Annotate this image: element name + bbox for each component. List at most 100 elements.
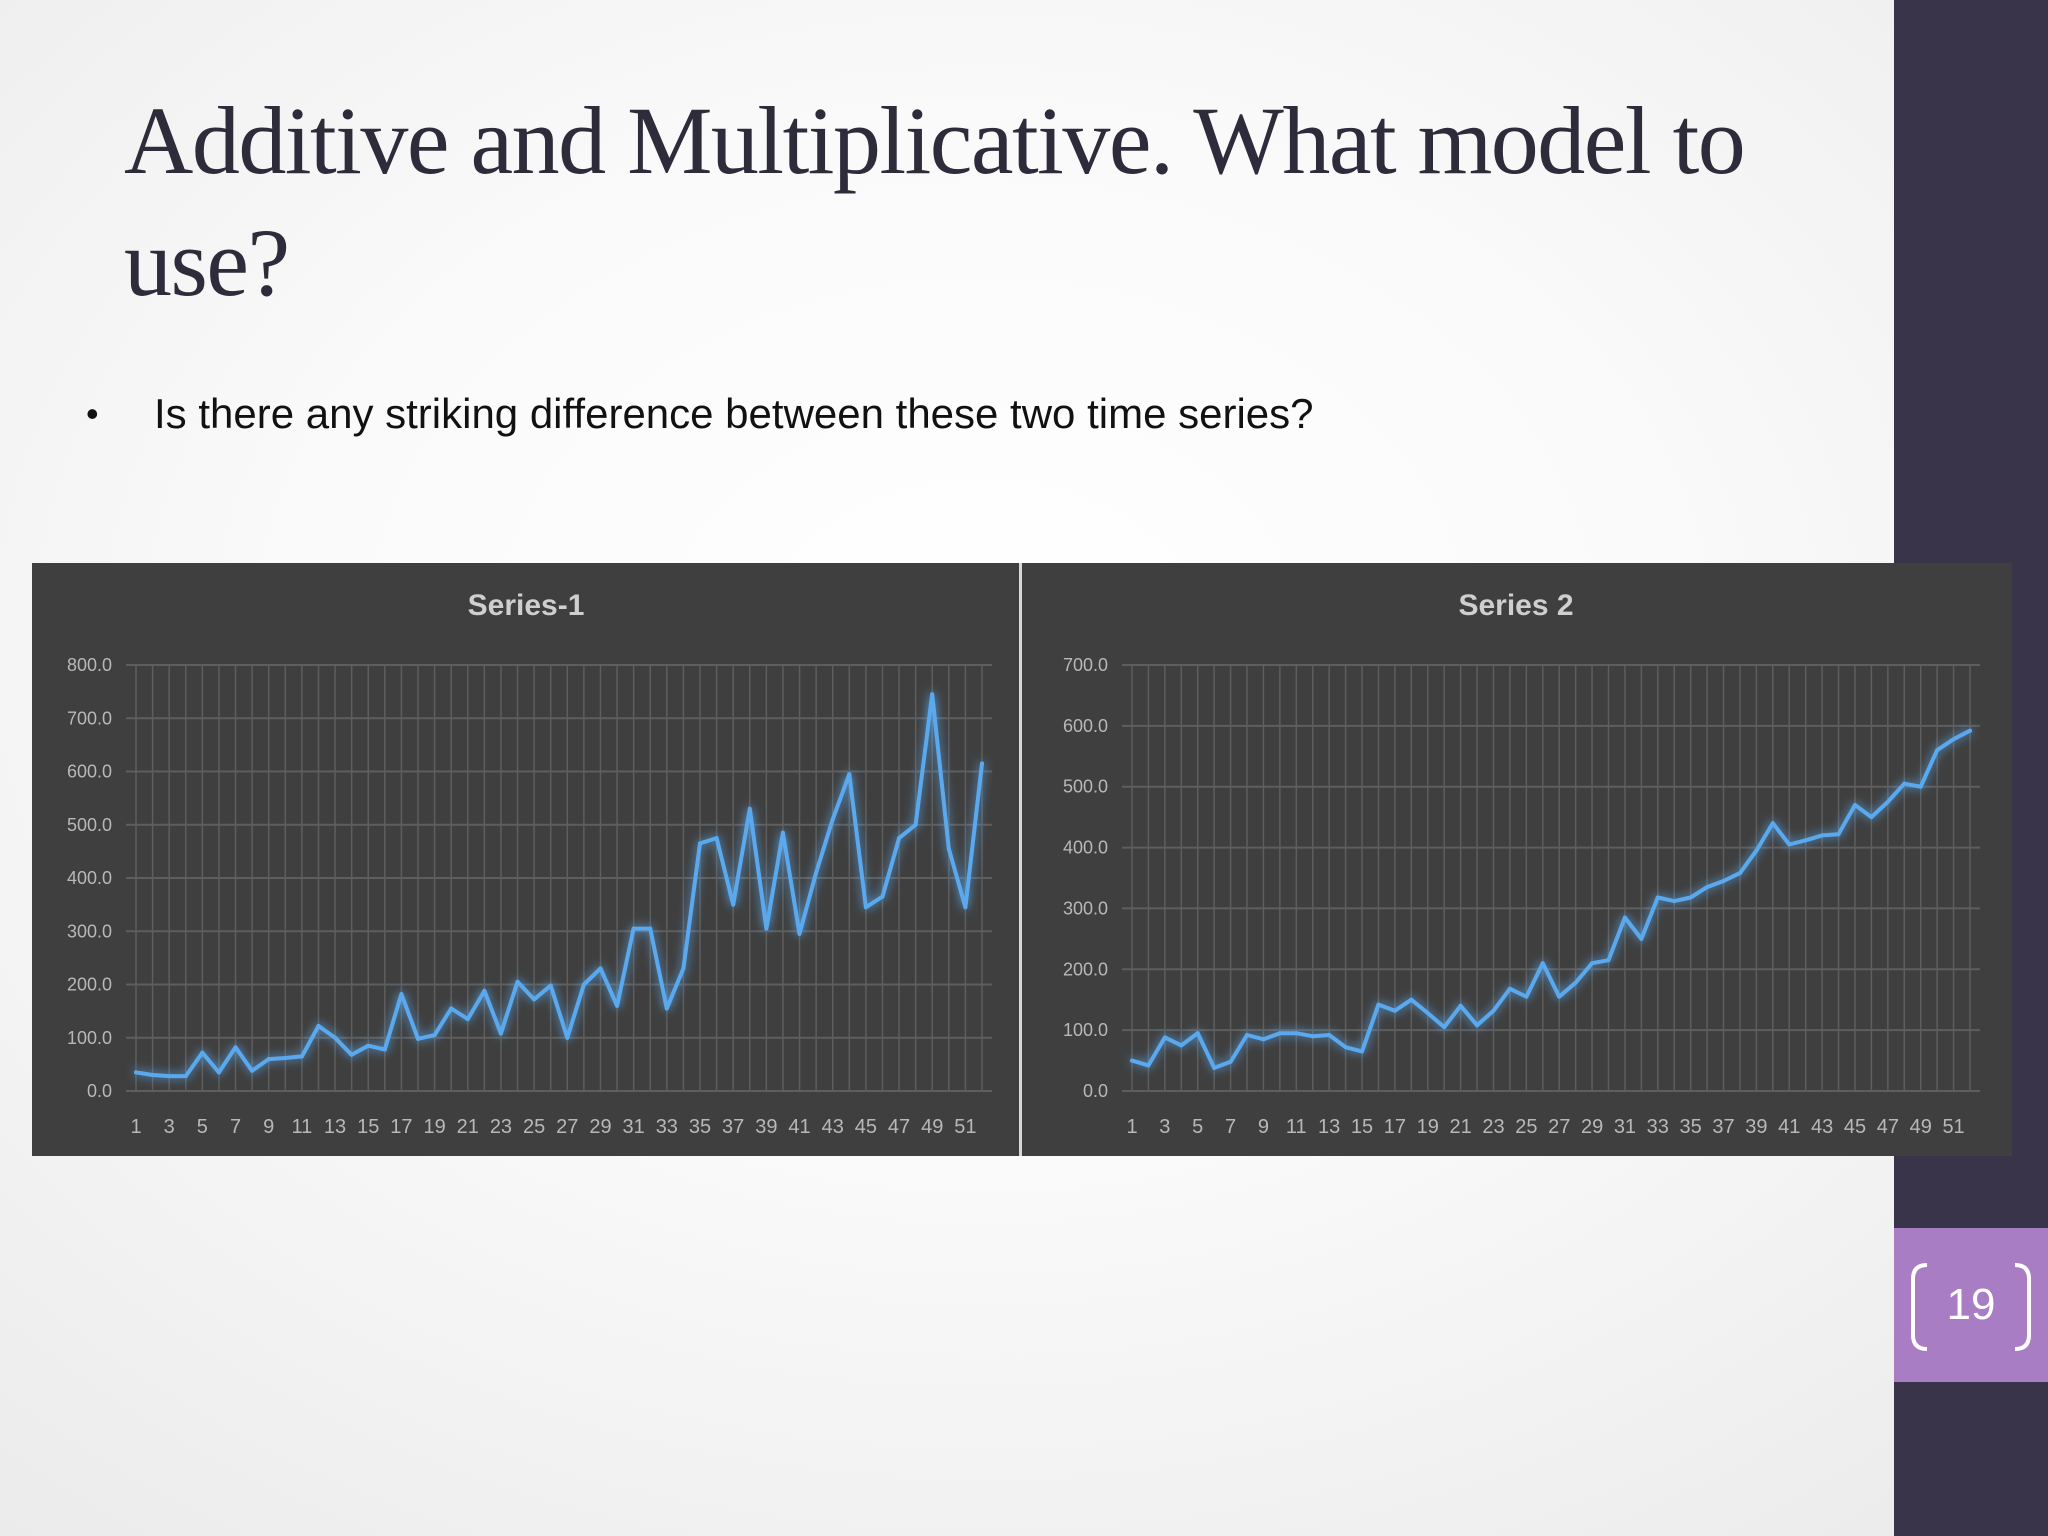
- x-tick-label: 5: [197, 1116, 208, 1138]
- data-point: [648, 926, 653, 931]
- y-tick-label: 200.0: [1063, 959, 1108, 979]
- x-tick-label: 19: [1417, 1116, 1439, 1138]
- y-tick-label: 300.0: [1063, 898, 1108, 918]
- data-point: [1557, 994, 1562, 999]
- data-point: [1130, 1058, 1134, 1063]
- series-line: [1130, 728, 1972, 1070]
- data-point: [1212, 1065, 1217, 1070]
- x-tick-label: 51: [1942, 1116, 1964, 1138]
- data-point: [1475, 1023, 1480, 1028]
- data-point: [1310, 1034, 1315, 1039]
- data-point: [1146, 1063, 1151, 1068]
- data-point: [847, 772, 852, 777]
- data-point: [1540, 961, 1545, 966]
- data-point: [1968, 728, 1972, 733]
- data-point: [1491, 1008, 1496, 1013]
- x-tick-label: 25: [523, 1116, 545, 1138]
- data-point: [731, 902, 736, 907]
- x-tick-label: 25: [1515, 1116, 1537, 1138]
- data-point: [250, 1068, 255, 1073]
- x-tick-label: 49: [921, 1116, 943, 1138]
- data-point: [515, 979, 520, 984]
- data-point: [399, 992, 404, 997]
- data-point: [1951, 737, 1956, 742]
- data-point: [1622, 915, 1627, 920]
- x-tick-label: 35: [689, 1116, 711, 1138]
- y-tick-label: 0.0: [87, 1081, 112, 1101]
- data-point: [1672, 899, 1677, 904]
- y-tick-label: 300.0: [67, 921, 112, 941]
- data-point: [1737, 871, 1742, 876]
- x-tick-label: 23: [490, 1116, 512, 1138]
- x-tick-label: 33: [1647, 1116, 1669, 1138]
- data-point: [233, 1045, 238, 1050]
- chart-series-2: Series 2 0.0 100.0 200.0 300.0 400.0 500.0 600.…: [1022, 563, 2012, 1156]
- x-tick-label: 21: [1450, 1116, 1472, 1138]
- data-point: [764, 926, 769, 931]
- data-point: [1409, 997, 1414, 1002]
- y-tick-label: 100.0: [67, 1028, 112, 1048]
- data-point: [1770, 821, 1775, 826]
- data-point: [1705, 885, 1710, 890]
- data-point: [1162, 1035, 1167, 1040]
- data-point: [681, 966, 686, 971]
- data-point: [1852, 802, 1857, 807]
- data-point: [216, 1070, 221, 1075]
- data-point: [631, 926, 636, 931]
- data-point: [1327, 1033, 1332, 1038]
- data-point: [698, 841, 702, 846]
- x-tick-label: 5: [1192, 1116, 1203, 1138]
- data-point: [299, 1054, 304, 1059]
- page-number-box: [1894, 1228, 2048, 1382]
- y-tick-label: 400.0: [67, 868, 112, 888]
- data-point: [200, 1050, 205, 1055]
- data-point: [1442, 1025, 1447, 1030]
- data-point: [1885, 799, 1890, 804]
- chart-series-1: Series-1 0.0 100.0 200.0 300.0 400.0 500.0 600.…: [32, 563, 1020, 1156]
- data-point: [1425, 1011, 1430, 1016]
- x-tick-label: 13: [324, 1116, 346, 1138]
- x-tick-label: 37: [1712, 1116, 1734, 1138]
- data-point: [382, 1047, 387, 1052]
- data-point: [1343, 1045, 1348, 1050]
- series-line: [134, 692, 984, 1079]
- chart-divider: [1019, 563, 1023, 1156]
- x-tick-label: 15: [1351, 1116, 1373, 1138]
- data-point: [963, 905, 968, 910]
- x-tick-label: 29: [1581, 1116, 1603, 1138]
- data-point: [134, 1070, 138, 1075]
- data-point: [1754, 848, 1759, 853]
- data-point: [1573, 980, 1578, 985]
- data-point: [1228, 1059, 1233, 1064]
- data-point: [946, 846, 951, 851]
- x-tick-label: 39: [1745, 1116, 1767, 1138]
- page-number: 19: [1946, 1280, 1996, 1329]
- data-point: [432, 1033, 437, 1038]
- data-point: [1392, 1008, 1397, 1013]
- data-point: [1935, 748, 1940, 753]
- x-tick-label: 9: [263, 1116, 274, 1138]
- x-tick-label: 1: [130, 1116, 141, 1138]
- x-tick-label: 49: [1910, 1116, 1932, 1138]
- data-point: [747, 806, 752, 811]
- x-tick-label: 23: [1482, 1116, 1504, 1138]
- y-tick-label: 500.0: [1063, 777, 1108, 797]
- data-point: [1360, 1049, 1365, 1054]
- data-point: [349, 1052, 354, 1057]
- data-point: [1869, 815, 1874, 820]
- x-tick-label: 17: [1384, 1116, 1406, 1138]
- x-tick-label: 9: [1258, 1116, 1269, 1138]
- x-tick-label: 29: [589, 1116, 611, 1138]
- x-tick-label: 27: [1548, 1116, 1570, 1138]
- data-point: [1590, 961, 1595, 966]
- data-point: [913, 822, 918, 827]
- bullet-item: • Is there any striking difference betwe…: [86, 390, 1866, 438]
- data-point: [316, 1024, 321, 1029]
- chart-svg-series-2: Series 2 0.0 100.0 200.0 300.0 400.0 500.0 600.…: [1063, 589, 1980, 1138]
- y-tick-label: 600.0: [1063, 716, 1108, 736]
- x-tick-label: 45: [1844, 1116, 1866, 1138]
- data-point: [1195, 1031, 1200, 1036]
- x-tick-label: 37: [722, 1116, 744, 1138]
- x-tick-label: 7: [230, 1116, 241, 1138]
- data-point: [1721, 879, 1726, 884]
